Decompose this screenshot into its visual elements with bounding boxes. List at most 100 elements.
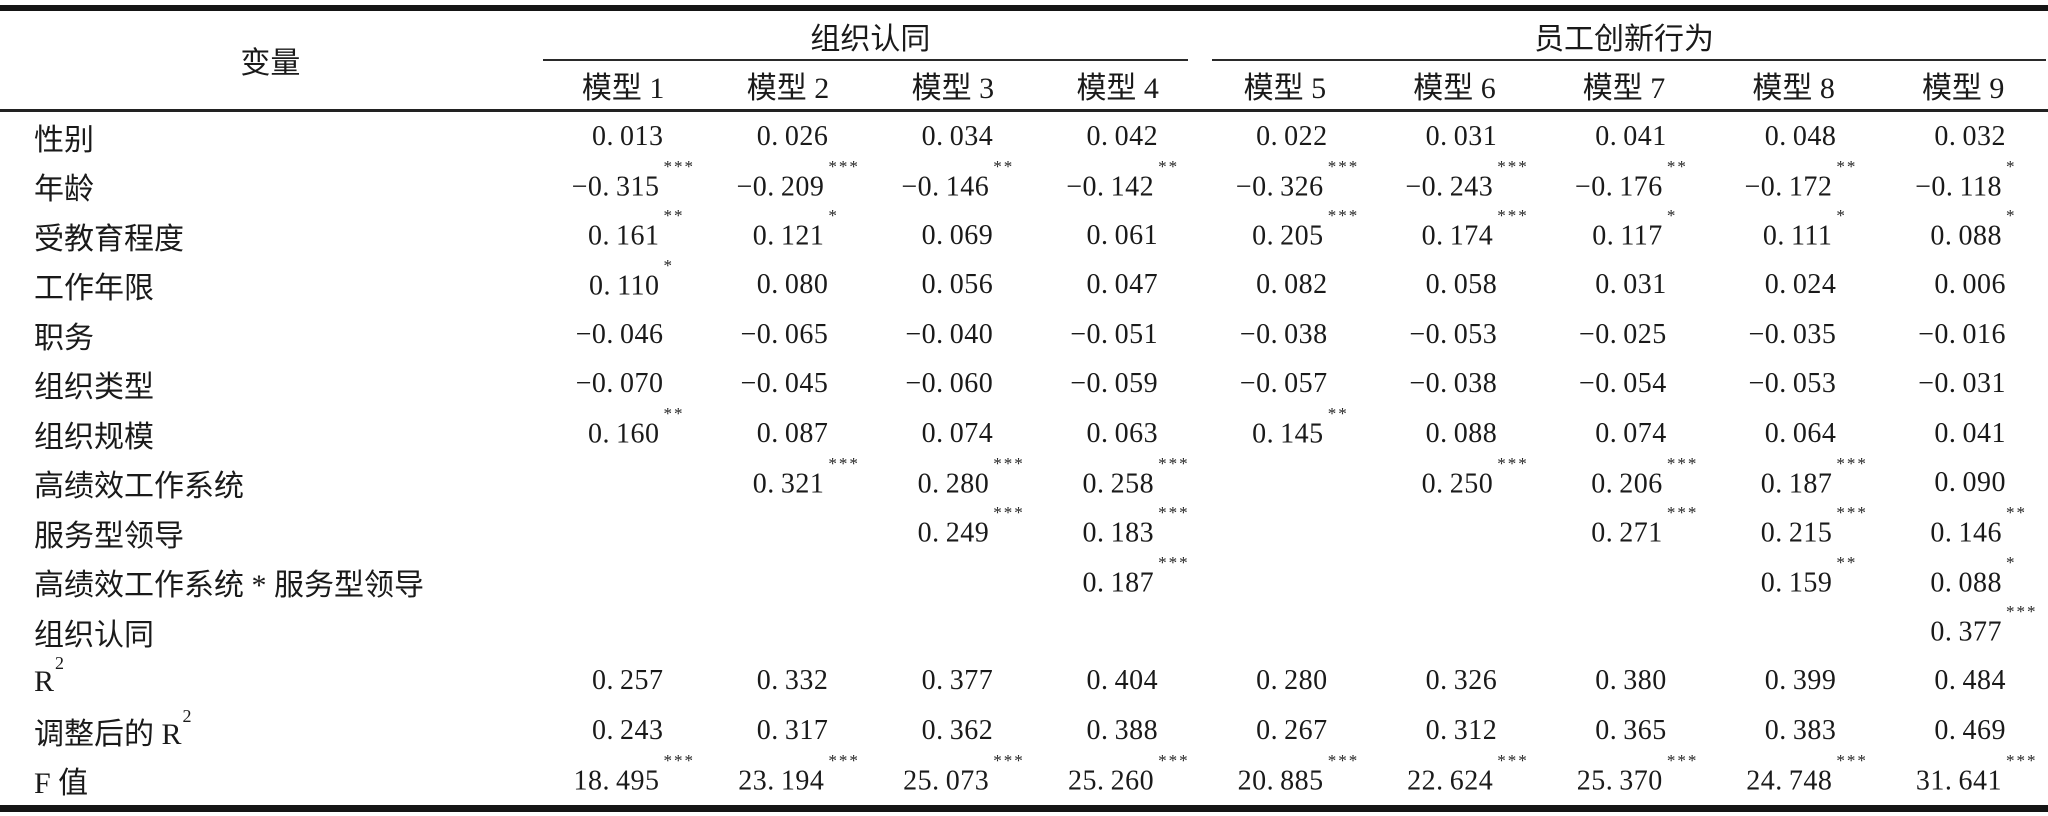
value-cell: 0. 031 — [1539, 261, 1709, 311]
value-cell — [1370, 607, 1540, 657]
table-row: 服务型领导 0. 249*** 0. 183*** 0. 271*** 0. 215**… — [0, 503, 2048, 558]
coefficient-value: −0. 035 — [1748, 318, 1837, 350]
value-cell: −0. 051 — [1035, 310, 1200, 360]
coefficient-value: 0. 145 — [1252, 418, 1324, 450]
coefficient-value: 0. 031 — [1595, 269, 1667, 301]
value-cell: 0. 326 — [1370, 657, 1540, 707]
value-cell: 0. 484 — [1878, 657, 2048, 707]
value-cell: −0. 060 — [870, 360, 1035, 410]
value-cell: −0. 065 — [706, 310, 871, 360]
value-cell: 0. 243 — [541, 706, 706, 756]
value-cell: −0. 209*** — [736, 156, 860, 202]
value-cell — [541, 607, 706, 657]
value-cell — [1370, 508, 1540, 558]
value-cell: 0. 399 — [1709, 657, 1879, 707]
value-cell: 0. 064 — [1709, 409, 1879, 459]
coefficient-value: 0. 250 — [1421, 467, 1494, 499]
coefficient-value: 0. 042 — [1086, 120, 1159, 152]
value-cell: 0. 469 — [1878, 706, 2048, 756]
model-header: 模型 3 — [870, 61, 1036, 112]
value-cell: 0. 145** — [1252, 404, 1349, 450]
coefficient-value: 0. 160 — [587, 418, 660, 450]
row-label: 职务 — [34, 321, 94, 355]
value-cell: 0. 042 — [1035, 111, 1200, 162]
coefficient-value: −0. 118 — [1915, 170, 2002, 202]
coefficient-value: 0. 484 — [1934, 665, 2006, 697]
value-cell: −0. 045 — [706, 360, 871, 410]
value-cell: 0. 056 — [870, 261, 1035, 311]
value-cell — [1370, 558, 1540, 608]
value-cell: 25. 260*** — [1068, 750, 1190, 796]
value-cell: 0. 087 — [706, 409, 871, 459]
coefficient-value: 18. 495 — [573, 764, 660, 796]
value-cell: 0. 074 — [1539, 409, 1709, 459]
row-label: F 值 — [34, 767, 89, 801]
model-header: 模型 8 — [1708, 61, 1879, 112]
coefficient-value: 0. 013 — [591, 120, 664, 152]
value-cell: 0. 022 — [1200, 111, 1370, 162]
value-cell: −0. 172** — [1744, 156, 1858, 202]
coefficient-value: 0. 048 — [1764, 120, 1837, 152]
value-cell: 0. 063 — [1035, 409, 1200, 459]
value-cell: 0. 058 — [1370, 261, 1540, 311]
value-cell — [1035, 607, 1200, 657]
value-cell: 0. 047 — [1035, 261, 1200, 311]
value-cell: 18. 495*** — [573, 750, 696, 796]
value-cell — [541, 459, 706, 509]
coefficient-value: 0. 206 — [1591, 467, 1663, 499]
value-cell: −0. 176** — [1574, 156, 1688, 202]
row-label: 高绩效工作系统 — [34, 470, 244, 504]
coefficient-value: 0. 110 — [588, 269, 660, 301]
coefficient-value: 0. 215 — [1760, 517, 1833, 549]
coefficient-value: 0. 087 — [756, 417, 829, 449]
coefficient-value: 0. 383 — [1764, 714, 1837, 746]
value-cell: −0. 053 — [1709, 360, 1879, 410]
coefficient-value: −0. 142 — [1066, 170, 1155, 202]
label-superscript: 2 — [182, 705, 192, 726]
value-cell: 0. 088* — [1930, 552, 2017, 598]
value-cell: 0. 160** — [587, 404, 685, 450]
coefficient-value: 0. 267 — [1256, 714, 1328, 746]
coefficient-value: −0. 172 — [1744, 170, 1833, 202]
value-cell: −0. 118* — [1915, 156, 2017, 202]
value-cell: 0. 031 — [1370, 111, 1540, 162]
table-row: 高绩效工作系统 * 服务型领导 0. 187*** 0. 159** 0. 088* — [0, 552, 2048, 608]
row-label: 性别 — [34, 123, 94, 157]
value-cell: 0. 111* — [1762, 206, 1847, 252]
value-cell: −0. 054 — [1539, 360, 1709, 410]
value-cell: 0. 024 — [1709, 261, 1879, 311]
value-cell: 25. 370*** — [1576, 750, 1699, 796]
coefficient-value: −0. 315 — [571, 170, 660, 202]
value-cell: 0. 317 — [706, 706, 871, 756]
coefficient-value: −0. 065 — [740, 318, 829, 350]
value-cell: 0. 090 — [1878, 459, 2048, 509]
value-cell: −0. 142** — [1066, 156, 1180, 202]
value-cell: −0. 059 — [1035, 360, 1200, 410]
table-row: R2 0. 257 0. 332 0. 377 0. 404 0. 280 0. 326 0.… — [0, 653, 2048, 707]
coefficient-value: 0. 117 — [1592, 220, 1663, 252]
value-cell: 0. 082 — [1200, 261, 1370, 311]
value-cell: 0. 205*** — [1252, 206, 1360, 252]
coefficient-value: 0. 380 — [1595, 665, 1667, 697]
value-cell: 0. 187*** — [1760, 453, 1868, 499]
coefficient-value: 0. 187 — [1082, 566, 1155, 598]
coefficient-value: 0. 022 — [1256, 120, 1328, 152]
coefficient-value: 0. 069 — [921, 219, 994, 251]
coefficient-value: −0. 059 — [1070, 368, 1159, 400]
model-header: 模型 1 — [540, 61, 706, 112]
coefficient-value: 24. 748 — [1746, 764, 1833, 796]
model-header-row: 模型 1 模型 2 模型 3 模型 4 模型 5 模型 6 模型 7 模型 8 模型 9 — [0, 61, 2048, 112]
variable-column-header: 变量 — [0, 8, 541, 112]
coefficient-value: 0. 159 — [1760, 566, 1833, 598]
value-cell: 0. 088 — [1370, 409, 1540, 459]
coefficient-value: −0. 053 — [1409, 318, 1498, 350]
value-cell: 0. 159** — [1760, 552, 1858, 598]
value-cell: −0. 326*** — [1235, 156, 1360, 202]
model-header: 模型 2 — [705, 61, 871, 112]
coefficient-value: 0. 399 — [1764, 665, 1837, 697]
value-cell: 0. 280*** — [917, 453, 1025, 499]
coefficient-value: 0. 174 — [1421, 220, 1494, 252]
coefficient-value: 0. 183 — [1082, 517, 1155, 549]
value-cell: −0. 053 — [1370, 310, 1540, 360]
value-cell: 0. 026 — [706, 111, 871, 162]
